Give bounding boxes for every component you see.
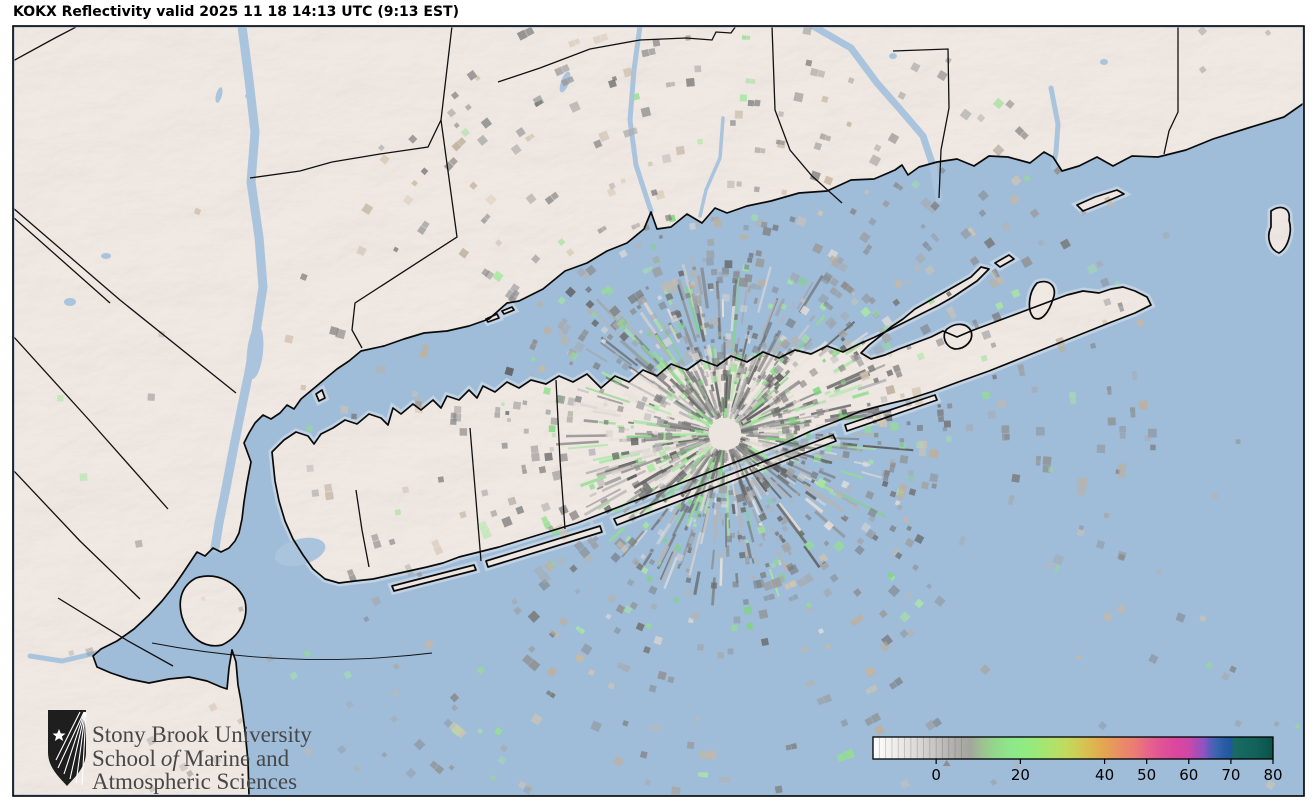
- logo-text-of: of: [161, 746, 183, 771]
- logo-text-line3: Atmospheric Sciences: [92, 769, 297, 794]
- lake: [1100, 59, 1108, 65]
- tappan-zee: [246, 325, 264, 379]
- connecticut-river: [809, 27, 943, 203]
- maritime-boundary: [151, 642, 433, 660]
- plot-title: KOKX Reflectivity valid 2025 11 18 14:13…: [13, 4, 460, 20]
- lake: [101, 253, 111, 259]
- colorbar-legend: 0 20 40 50 60 70 80: [872, 736, 1283, 784]
- ny-nj-border: [14, 208, 237, 394]
- quinnipiac-river: [698, 116, 725, 218]
- ny-nj-border: [14, 217, 111, 304]
- jamaica-bay: [274, 537, 326, 567]
- logo-text-line2: School of Marine and: [92, 746, 290, 771]
- nassau-suffolk-line: [469, 427, 482, 562]
- ct-ri-border: [1163, 27, 1179, 155]
- county-line: [14, 470, 141, 600]
- colorbar-tick-label: 40: [1095, 766, 1114, 784]
- lake: [64, 298, 76, 306]
- raritan-river: [27, 650, 99, 664]
- lake: [215, 87, 223, 103]
- county-line: [555, 379, 566, 530]
- colorbar-tick-label: 20: [1011, 766, 1030, 784]
- county-line: [14, 27, 77, 61]
- colorbar-tick-label: 80: [1263, 766, 1282, 784]
- housatonic-river: [627, 27, 654, 214]
- county-line: [57, 597, 174, 667]
- colorbar-value-marker: [942, 760, 951, 766]
- logo-text-school: School: [92, 746, 156, 771]
- stony-brook-logo: Stony Brook University School of Marine an…: [48, 710, 312, 794]
- colorbar-tick-label: 60: [1179, 766, 1198, 784]
- colorbar-tick-label: 0: [931, 766, 941, 784]
- rivers-lakes: [27, 27, 1108, 664]
- logo-star-icon: [52, 729, 66, 741]
- county-line: [355, 489, 370, 568]
- county-line: [771, 27, 843, 204]
- map-frame: [12, 25, 1305, 797]
- logo-rays-icon: [55, 711, 87, 786]
- logo-text-marine: Marine and: [184, 746, 290, 771]
- county-line: [892, 48, 950, 199]
- logo-text-line1: Stony Brook University: [92, 722, 312, 747]
- radar-echo-layer: [57, 27, 1301, 795]
- colorbar-tick-label: 50: [1137, 766, 1156, 784]
- county-line: [497, 27, 736, 83]
- county-line: [249, 161, 333, 179]
- lake: [245, 93, 255, 99]
- ny-ct-border: [351, 27, 458, 349]
- radar-site-marker: [709, 418, 741, 450]
- colorbar-gradient: [873, 737, 1273, 759]
- colorbar-frame: [872, 736, 1274, 760]
- political-boundaries: [14, 27, 1179, 667]
- lake: [889, 53, 897, 59]
- colorbar-tick-label: 70: [1221, 766, 1240, 784]
- county-line: [331, 119, 442, 163]
- county-line: [14, 336, 169, 510]
